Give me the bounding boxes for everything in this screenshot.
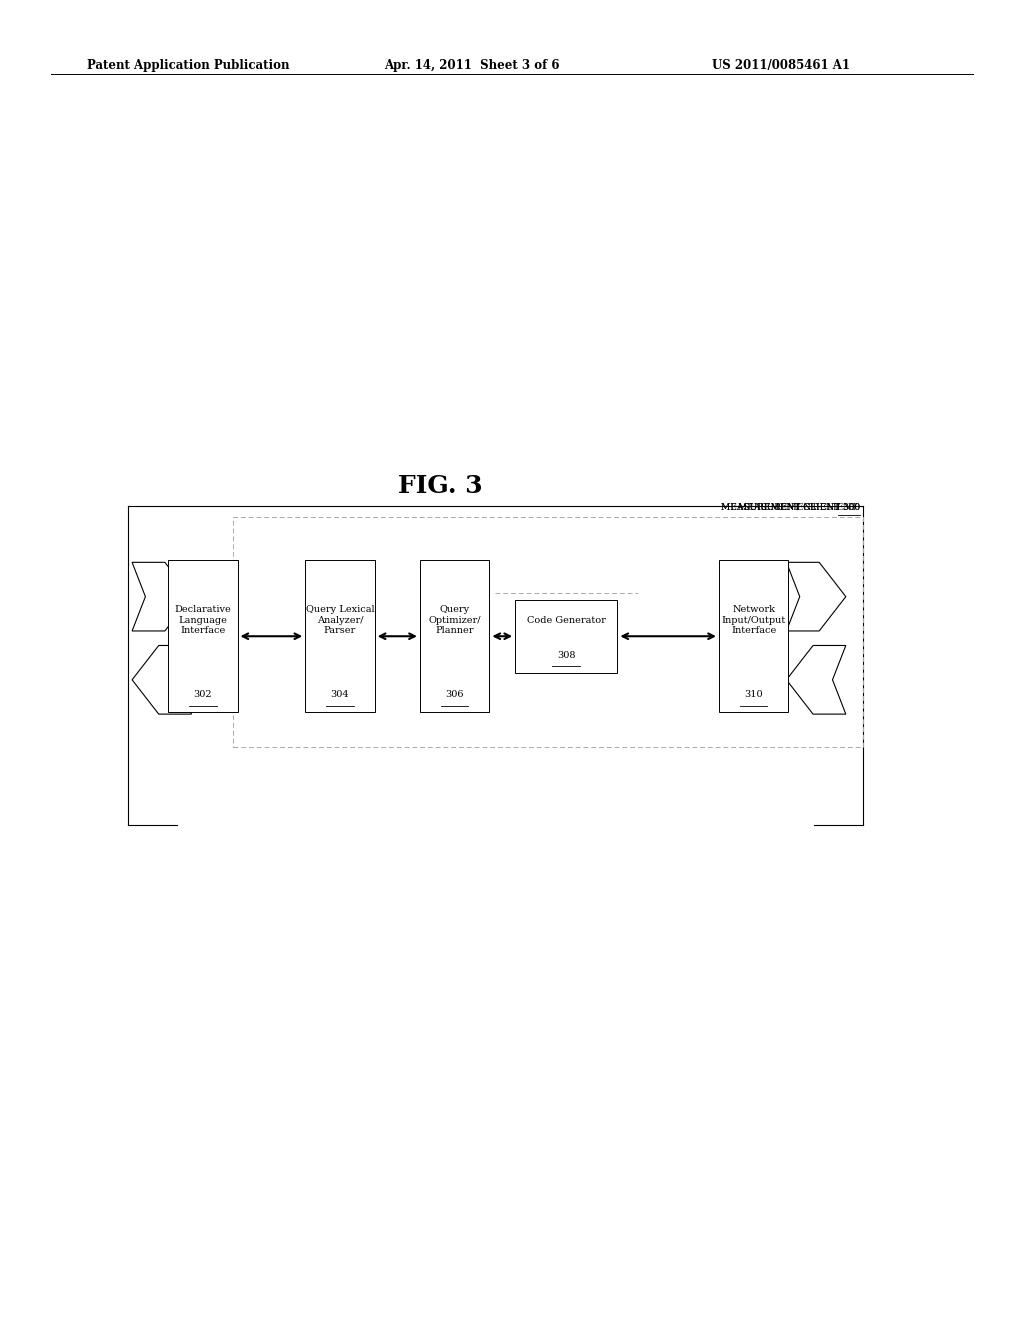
Bar xyxy=(420,560,489,713)
Text: Declarative
Language
Interface: Declarative Language Interface xyxy=(174,606,231,635)
Bar xyxy=(305,560,375,713)
Text: MEASUREMENT CLIENT 300: MEASUREMENT CLIENT 300 xyxy=(721,503,860,512)
Text: 310: 310 xyxy=(744,690,763,700)
Text: MEASUREMENT CLIENT: MEASUREMENT CLIENT xyxy=(738,503,860,512)
Polygon shape xyxy=(786,645,846,714)
Polygon shape xyxy=(132,645,191,714)
Text: Code Generator: Code Generator xyxy=(526,616,606,624)
Text: 308: 308 xyxy=(557,651,575,660)
Text: 302: 302 xyxy=(194,690,212,700)
Text: Query Lexical
Analyzer/
Parser: Query Lexical Analyzer/ Parser xyxy=(305,606,375,635)
Text: US 2011/0085461 A1: US 2011/0085461 A1 xyxy=(712,59,850,73)
Polygon shape xyxy=(132,562,191,631)
Text: Apr. 14, 2011  Sheet 3 of 6: Apr. 14, 2011 Sheet 3 of 6 xyxy=(384,59,559,73)
Text: Network
Input/Output
Interface: Network Input/Output Interface xyxy=(722,606,785,635)
Bar xyxy=(719,560,788,713)
Text: MEASUREMENT CLIENT 300: MEASUREMENT CLIENT 300 xyxy=(721,503,860,512)
Text: 304: 304 xyxy=(331,690,349,700)
Bar xyxy=(233,517,863,747)
Bar xyxy=(168,560,238,713)
Text: Patent Application Publication: Patent Application Publication xyxy=(87,59,290,73)
Text: FIG. 3: FIG. 3 xyxy=(398,474,482,498)
Polygon shape xyxy=(786,562,846,631)
Bar xyxy=(515,599,617,672)
Text: Query
Optimizer/
Planner: Query Optimizer/ Planner xyxy=(428,606,481,635)
Text: 306: 306 xyxy=(445,690,464,700)
